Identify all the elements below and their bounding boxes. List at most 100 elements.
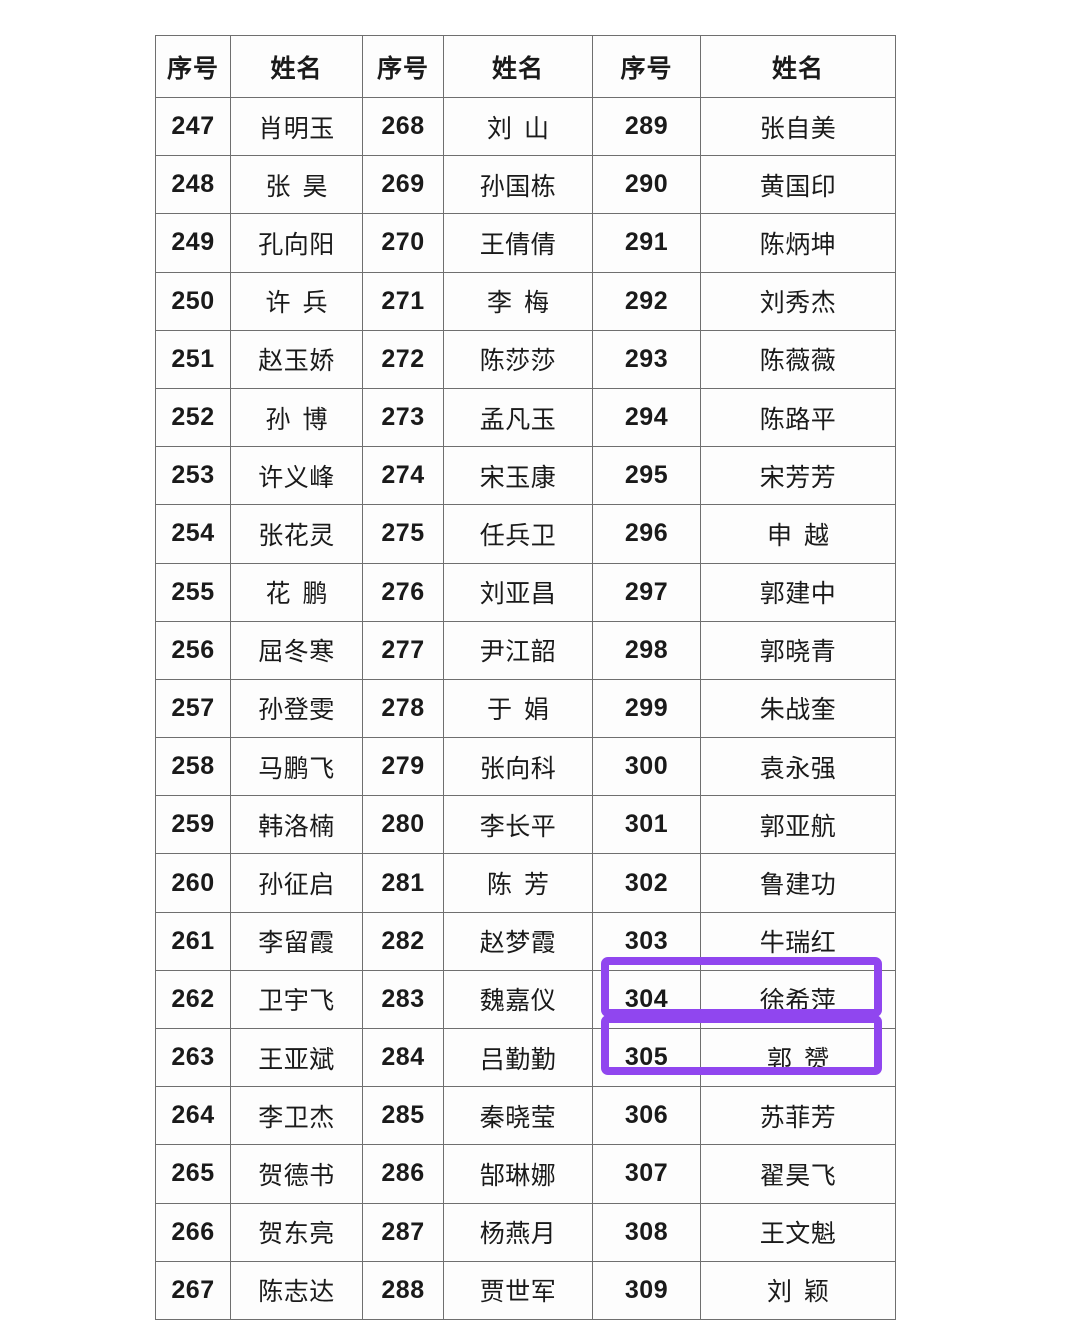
seq-cell-2: 288 xyxy=(362,1260,444,1320)
table-row: 267 陈志达 288 贾世军 309 刘颖 xyxy=(155,1260,896,1320)
name-cell-2: 魏嘉仪 xyxy=(443,969,593,1030)
name-cell-1: 许兵 xyxy=(230,271,363,331)
name-cell-1: 孙登雯 xyxy=(230,678,363,739)
name-cell-1: 贺东亮 xyxy=(230,1202,363,1262)
name-cell-1: 孔向阳 xyxy=(230,213,363,273)
column-header-seq-3: 序号 xyxy=(592,35,701,98)
name-cell-1: 马鹏飞 xyxy=(230,737,363,797)
name-cell-3: 苏菲芳 xyxy=(700,1086,896,1146)
table-row: 248 张昊 269 孙国栋 290 黄国印 xyxy=(155,155,896,215)
table-row: 256 屈冬寒 277 尹江韶 298 郭晓青 xyxy=(155,620,896,680)
name-cell-2: 赵梦霞 xyxy=(443,911,593,971)
seq-cell-3: 298 xyxy=(592,620,701,680)
name-cell-1: 陈志达 xyxy=(230,1260,363,1320)
seq-cell-2: 279 xyxy=(362,737,444,797)
seq-cell-3: 289 xyxy=(592,96,701,157)
table-row: 262 卫宇飞 283 魏嘉仪 304 徐希萍 xyxy=(155,969,896,1030)
name-cell-1: 张昊 xyxy=(230,155,363,215)
seq-cell-2: 270 xyxy=(362,213,444,273)
name-cell-2: 于娟 xyxy=(443,678,593,739)
seq-cell-3: 292 xyxy=(592,271,701,331)
name-cell-2: 贾世军 xyxy=(443,1260,593,1320)
name-cell-3: 郭亚航 xyxy=(700,795,896,855)
name-cell-3: 陈炳坤 xyxy=(700,213,896,273)
table-row: 253 许义峰 274 宋玉康 295 宋芳芳 xyxy=(155,446,896,506)
name-cell-2: 李梅 xyxy=(443,271,593,331)
seq-cell-3: 294 xyxy=(592,387,701,448)
table-row: 257 孙登雯 278 于娟 299 朱战奎 xyxy=(155,678,896,739)
seq-cell-3: 304 xyxy=(592,969,701,1030)
table-row: 254 张花灵 275 任兵卫 296 申越 xyxy=(155,504,896,564)
name-cell-2: 任兵卫 xyxy=(443,504,593,564)
table-row: 261 李留霞 282 赵梦霞 303 牛瑞红 xyxy=(155,911,896,971)
table-row: 259 韩洛楠 280 李长平 301 郭亚航 xyxy=(155,795,896,855)
name-cell-2: 宋玉康 xyxy=(443,446,593,506)
seq-cell-1: 261 xyxy=(155,911,231,971)
name-cell-2: 刘山 xyxy=(443,96,593,157)
table-row: 252 孙博 273 孟凡玉 294 陈路平 xyxy=(155,387,896,448)
seq-cell-2: 286 xyxy=(362,1144,444,1204)
name-cell-1: 李卫杰 xyxy=(230,1086,363,1146)
table-row: 258 马鹏飞 279 张向科 300 袁永强 xyxy=(155,737,896,797)
seq-cell-2: 284 xyxy=(362,1027,444,1088)
seq-cell-3: 302 xyxy=(592,853,701,913)
seq-cell-2: 285 xyxy=(362,1086,444,1146)
table-row: 264 李卫杰 285 秦晓莹 306 苏菲芳 xyxy=(155,1086,896,1146)
name-cell-3: 郭赟 xyxy=(700,1027,896,1088)
seq-cell-3: 308 xyxy=(592,1202,701,1262)
name-cell-3: 郭建中 xyxy=(700,562,896,622)
name-cell-1: 赵玉娇 xyxy=(230,329,363,389)
name-cell-2: 孙国栋 xyxy=(443,155,593,215)
seq-cell-1: 256 xyxy=(155,620,231,680)
seq-cell-1: 260 xyxy=(155,853,231,913)
seq-cell-1: 264 xyxy=(155,1086,231,1146)
name-cell-3: 申越 xyxy=(700,504,896,564)
seq-cell-2: 273 xyxy=(362,387,444,448)
seq-cell-1: 249 xyxy=(155,213,231,273)
column-header-name-2: 姓名 xyxy=(443,35,593,98)
seq-cell-1: 248 xyxy=(155,155,231,215)
name-cell-1: 卫宇飞 xyxy=(230,969,363,1030)
name-cell-2: 吕勤勤 xyxy=(443,1027,593,1088)
seq-cell-1: 253 xyxy=(155,446,231,506)
name-cell-3: 王文魁 xyxy=(700,1202,896,1262)
seq-cell-1: 258 xyxy=(155,737,231,797)
name-cell-3: 袁永强 xyxy=(700,737,896,797)
seq-cell-3: 296 xyxy=(592,504,701,564)
name-cell-2: 王倩倩 xyxy=(443,213,593,273)
name-roster-table: 序号 姓名 序号 姓名 序号 姓名 247 肖明玉 268 刘山 289 张自美 248 张昊… xyxy=(155,35,896,1320)
name-cell-3: 朱战奎 xyxy=(700,678,896,739)
name-cell-1: 贺德书 xyxy=(230,1144,363,1204)
name-cell-2: 秦晓莹 xyxy=(443,1086,593,1146)
seq-cell-2: 271 xyxy=(362,271,444,331)
seq-cell-2: 277 xyxy=(362,620,444,680)
seq-cell-2: 287 xyxy=(362,1202,444,1262)
seq-cell-1: 267 xyxy=(155,1260,231,1320)
column-header-seq-2: 序号 xyxy=(362,35,444,98)
name-cell-3: 刘颖 xyxy=(700,1260,896,1320)
name-cell-1: 张花灵 xyxy=(230,504,363,564)
seq-cell-1: 254 xyxy=(155,504,231,564)
name-cell-2: 尹江韶 xyxy=(443,620,593,680)
seq-cell-3: 301 xyxy=(592,795,701,855)
seq-cell-3: 306 xyxy=(592,1086,701,1146)
seq-cell-3: 305 xyxy=(592,1027,701,1088)
seq-cell-2: 274 xyxy=(362,446,444,506)
name-cell-3: 郭晓青 xyxy=(700,620,896,680)
seq-cell-2: 272 xyxy=(362,329,444,389)
seq-cell-2: 283 xyxy=(362,969,444,1030)
name-cell-3: 黄国印 xyxy=(700,155,896,215)
column-header-name-1: 姓名 xyxy=(230,35,363,98)
seq-cell-3: 300 xyxy=(592,737,701,797)
name-cell-3: 鲁建功 xyxy=(700,853,896,913)
column-header-seq-1: 序号 xyxy=(155,35,231,98)
seq-cell-2: 282 xyxy=(362,911,444,971)
seq-cell-1: 255 xyxy=(155,562,231,622)
seq-cell-1: 265 xyxy=(155,1144,231,1204)
seq-cell-3: 293 xyxy=(592,329,701,389)
name-cell-3: 陈路平 xyxy=(700,387,896,448)
seq-cell-3: 299 xyxy=(592,678,701,739)
seq-cell-1: 259 xyxy=(155,795,231,855)
name-cell-2: 刘亚昌 xyxy=(443,562,593,622)
seq-cell-2: 276 xyxy=(362,562,444,622)
